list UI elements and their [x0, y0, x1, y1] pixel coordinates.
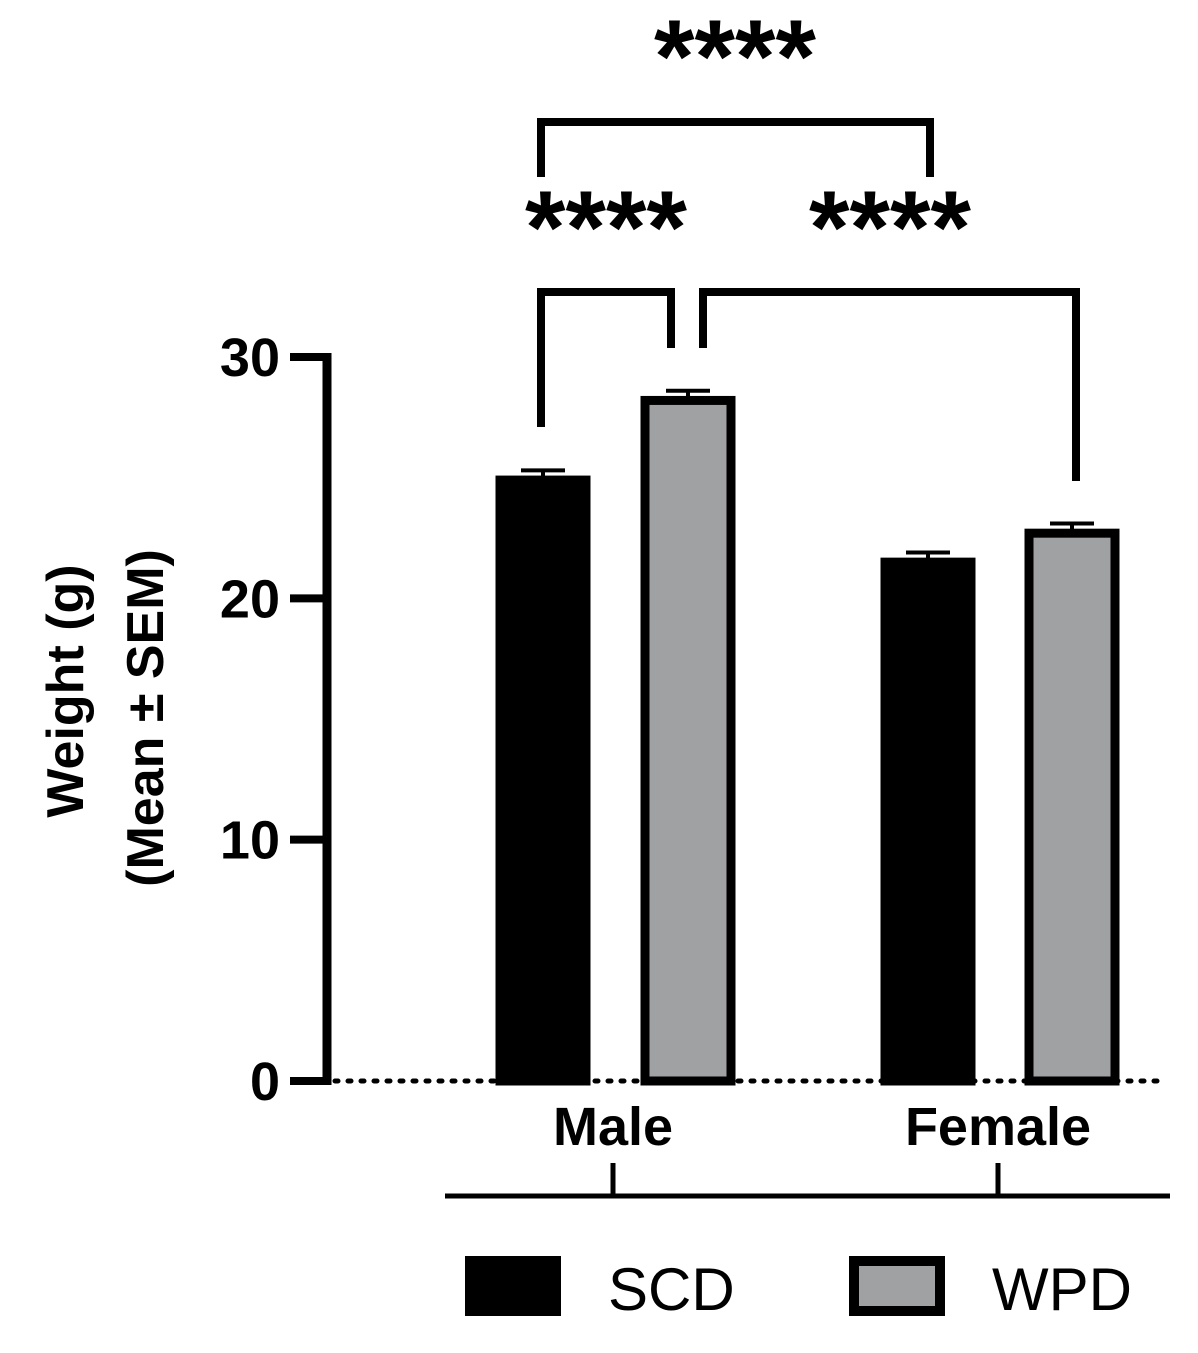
- legend-label: SCD: [608, 1256, 735, 1323]
- y-tick-label: 0: [250, 1052, 280, 1112]
- y-tick-label: 30: [220, 328, 280, 388]
- significance-bracket: [699, 288, 1080, 481]
- legend-label: WPD: [992, 1256, 1132, 1323]
- significance-brackets: **** **** ****: [525, 0, 1080, 481]
- y-axis-title-line1: Weight (g): [37, 564, 95, 817]
- y-tick-label: 20: [220, 569, 280, 629]
- significance-label: ****: [809, 170, 971, 286]
- bars: [495, 388, 1120, 1086]
- bar: [495, 475, 591, 1086]
- significance-bracket: [537, 118, 934, 177]
- significance-label: ****: [654, 0, 816, 115]
- legend-swatch: [849, 1256, 945, 1316]
- y-axis-title-line2: (Mean ± SEM): [117, 549, 175, 887]
- bar: [880, 557, 976, 1086]
- bar: [1024, 528, 1120, 1086]
- x-tick-label: Male: [553, 1097, 673, 1157]
- legend: SCD WPD: [465, 1256, 1132, 1323]
- bar: [640, 395, 736, 1086]
- y-tick-label: 10: [220, 811, 280, 871]
- significance-label: ****: [525, 170, 687, 286]
- significance-bracket: [537, 288, 675, 427]
- legend-swatch: [465, 1256, 561, 1316]
- x-tick-label: Female: [905, 1097, 1091, 1157]
